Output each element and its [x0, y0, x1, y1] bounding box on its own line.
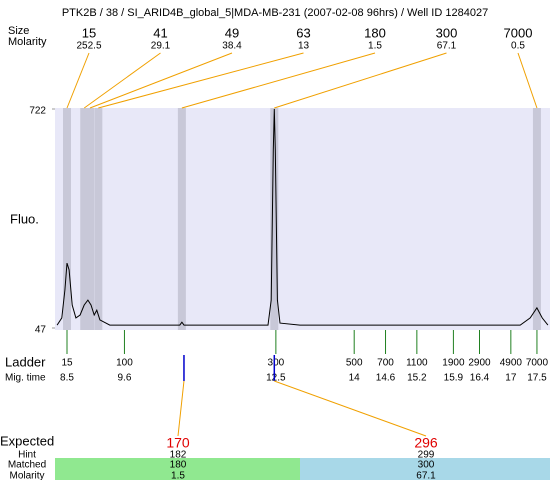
mig-time: 14.6	[376, 373, 396, 384]
peak-connector	[181, 52, 376, 109]
peak-connector	[66, 52, 90, 109]
peak-size: 63	[296, 25, 310, 40]
matched-box	[55, 458, 300, 480]
peak-band	[532, 108, 541, 330]
mig-time: 14	[349, 373, 361, 384]
ladder-size: 700	[377, 358, 394, 369]
y-tick-label: 47	[35, 325, 47, 336]
molarity-value: 67.1	[416, 471, 436, 480]
peak-size: 180	[364, 25, 386, 40]
peak-connector	[83, 52, 161, 109]
peak-band	[270, 108, 279, 330]
row-label: Mig. time	[5, 373, 46, 384]
row-label: Hint	[18, 450, 36, 461]
trace	[56, 108, 549, 326]
row-label: Molarity	[8, 36, 47, 48]
peak-molarity: 1.5	[368, 41, 382, 52]
mig-time: 12.5	[266, 373, 286, 384]
peak-band	[63, 108, 72, 330]
matched-value: 180	[170, 460, 187, 471]
peak-molarity: 0.5	[511, 41, 525, 52]
chart-title: PTK2B / 38 / SI_ARID4B_global_5|MDA-MB-2…	[62, 7, 488, 19]
peak-molarity: 38.4	[222, 41, 242, 52]
peak-connector	[517, 52, 538, 109]
mig-time: 8.5	[60, 373, 74, 384]
ladder-size: 2900	[468, 358, 491, 369]
matched-value: 300	[418, 460, 435, 471]
mig-time: 16.4	[470, 373, 490, 384]
peak-band	[85, 108, 94, 330]
mig-time: 15.2	[407, 373, 427, 384]
mig-time: 15.9	[444, 373, 464, 384]
ladder-size: 4900	[500, 358, 523, 369]
expected-connector	[177, 380, 185, 437]
expected-value: 296	[414, 435, 438, 451]
ladder-size: 15	[61, 358, 73, 369]
y-tick-label: 722	[29, 106, 46, 117]
peak-band	[177, 108, 186, 330]
matched-box	[300, 458, 550, 480]
molarity-value: 1.5	[171, 471, 185, 480]
peak-molarity: 252.5	[76, 41, 101, 52]
ladder-size: 500	[346, 358, 363, 369]
peak-molarity: 29.1	[151, 41, 171, 52]
peak-size: 41	[153, 25, 167, 40]
mig-time: 9.6	[117, 373, 131, 384]
peak-band	[94, 108, 103, 330]
mig-time: 17.5	[527, 373, 547, 384]
row-label: Size	[8, 25, 29, 37]
plot-area	[55, 108, 550, 330]
peak-size: 15	[82, 25, 96, 40]
ladder-size: 1100	[406, 358, 428, 369]
expected-value: 170	[166, 435, 190, 451]
peak-molarity: 67.1	[437, 41, 457, 52]
y-axis-label: Fluo.	[10, 211, 39, 226]
peak-size: 300	[436, 25, 458, 40]
peak-connector	[98, 52, 304, 109]
hint-value: 299	[418, 450, 435, 461]
hint-value: 182	[170, 450, 187, 461]
ladder-size: 1900	[442, 358, 465, 369]
peak-band	[80, 108, 89, 330]
peak-connector	[274, 52, 447, 109]
expected-connector	[274, 380, 427, 437]
ladder-size: 7000	[526, 358, 549, 369]
row-label: Ladder	[5, 354, 46, 369]
peak-size: 49	[225, 25, 239, 40]
row-label: Matched	[8, 460, 46, 471]
peak-molarity: 13	[298, 41, 310, 52]
row-label: Molarity	[9, 471, 44, 480]
ladder-size: 100	[116, 358, 133, 369]
ladder-size: 300	[268, 358, 285, 369]
peak-connector	[89, 52, 233, 109]
peak-size: 7000	[504, 25, 533, 40]
row-label: Expected	[0, 433, 54, 448]
mig-time: 17	[505, 373, 517, 384]
